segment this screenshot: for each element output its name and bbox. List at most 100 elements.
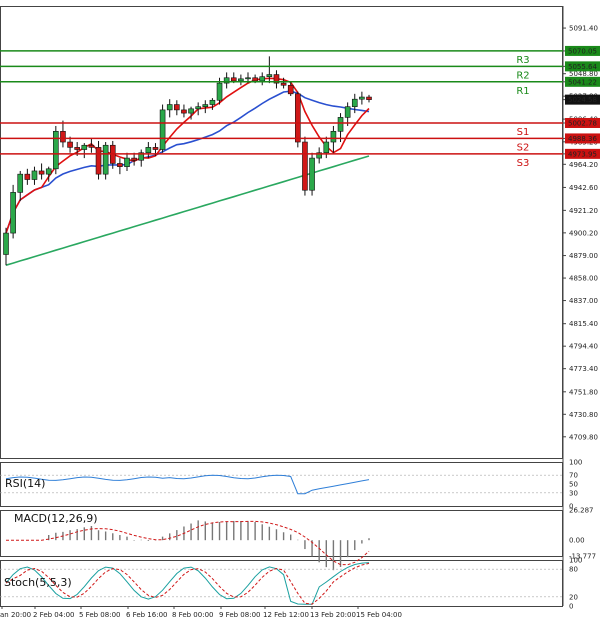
current-price-text: 5024.58 <box>568 96 597 104</box>
level-label-r2: R2 <box>516 70 529 81</box>
rsi-panel-title: RSI(14) <box>5 477 45 490</box>
level-label-s2: S2 <box>517 142 530 153</box>
rsi-tick-label: 50 <box>569 481 578 489</box>
candle-body <box>359 96 365 100</box>
price-tick-label: 4900.20 <box>569 229 598 237</box>
level-price-tag-text: 4988.36 <box>568 135 597 143</box>
price-tick-label: 4858.00 <box>569 275 598 283</box>
macd-tick-label: 26.287 <box>569 507 594 515</box>
candle-body <box>238 78 244 82</box>
rsi-tick-label: 70 <box>569 472 578 480</box>
rsi-tick-label: 100 <box>569 459 582 467</box>
time-tick-label: an 20:00 <box>0 611 31 619</box>
candle-body <box>159 109 166 150</box>
candle-body <box>124 157 130 167</box>
rsi-tick-label: 0 <box>569 503 573 511</box>
candle-body <box>188 108 194 114</box>
candle-body <box>102 144 109 175</box>
candle-body <box>337 117 344 132</box>
ma-mid-line <box>5 90 370 234</box>
time-tick-label: 9 Feb 08:00 <box>219 611 260 619</box>
level-price-tag <box>565 45 600 56</box>
price-tick-label: 5048.80 <box>569 70 598 78</box>
candle-body <box>152 147 159 150</box>
stoch-tick-label: 0 <box>569 603 573 611</box>
time-tick-label: 12 Feb 12:00 <box>263 611 309 619</box>
candle-body <box>366 96 372 100</box>
level-price-tag-text: 5070.05 <box>568 47 597 55</box>
rsi-line <box>5 474 370 495</box>
candle-body <box>174 104 180 111</box>
level-label-r3: R3 <box>516 55 529 66</box>
candle-body <box>81 144 88 150</box>
candle-body <box>10 192 16 234</box>
candle-body <box>17 173 24 193</box>
ma-slow-line <box>5 155 370 266</box>
candle-body <box>74 147 80 150</box>
candle-body <box>316 152 322 159</box>
price-tick-label: 4773.40 <box>569 365 598 373</box>
stoch-d-line <box>5 562 370 605</box>
candle-body <box>280 82 287 86</box>
candle-body <box>230 77 237 82</box>
candle-body <box>53 131 59 170</box>
time-tick-label: 8 Feb 00:00 <box>172 611 213 619</box>
candle-body <box>38 170 45 175</box>
rsi-tick-label: 30 <box>569 489 578 497</box>
macd-tick-label: -13.777 <box>569 553 596 561</box>
candle-body <box>195 106 201 110</box>
candle-body <box>88 144 95 148</box>
current-price-tag <box>565 94 600 105</box>
price-tick-label: 4879.00 <box>569 252 598 260</box>
candle-body <box>202 104 209 107</box>
time-tick-label: 6 Feb 16:00 <box>126 611 167 619</box>
candle-body <box>117 163 123 167</box>
candle-body <box>209 99 216 105</box>
level-price-tag-text: 4973.95 <box>568 150 597 158</box>
price-tick-label: 4942.60 <box>569 184 598 192</box>
candle-body <box>259 76 266 82</box>
level-label-s3: S3 <box>517 158 530 169</box>
candle-body <box>330 131 337 143</box>
macd-signal-line <box>6 520 370 566</box>
level-label-r1: R1 <box>516 86 529 97</box>
candle-body <box>344 106 351 118</box>
candle-body <box>60 131 66 143</box>
time-tick-label: 15 Feb 04:00 <box>356 611 402 619</box>
stoch-panel-frame <box>0 560 563 607</box>
candle-body <box>302 141 308 191</box>
candle-body <box>95 147 102 175</box>
candle-body <box>323 141 330 154</box>
ma-fast-line <box>5 77 370 234</box>
stoch-tick-label: 80 <box>569 566 578 574</box>
time-tick-label: 5 Feb 08:00 <box>79 611 120 619</box>
stoch-k-line <box>5 562 370 605</box>
level-price-tag-text: 5055.64 <box>568 63 597 71</box>
candle-body <box>216 82 223 101</box>
price-tick-label: 4709.80 <box>569 433 598 441</box>
candle-body <box>223 77 230 84</box>
candle-body <box>131 157 137 161</box>
price-tick-label: 4837.00 <box>569 297 598 305</box>
price-tick-label: 4815.40 <box>569 320 598 328</box>
level-price-tag <box>565 61 600 72</box>
price-tick-label: 4751.80 <box>569 388 598 396</box>
candle-body <box>138 152 145 161</box>
candle-body <box>273 74 280 84</box>
candle-body <box>166 104 173 111</box>
price-tick-label: 4964.20 <box>569 161 598 169</box>
candle-body <box>45 168 52 175</box>
price-tick-label: 4921.20 <box>569 207 598 215</box>
candle-body <box>295 93 301 143</box>
level-price-tag <box>565 148 600 159</box>
candle-body <box>351 98 358 107</box>
stoch-tick-label: 100 <box>569 557 582 565</box>
stoch-tick-label: 20 <box>569 593 578 601</box>
level-price-tag <box>565 76 600 87</box>
time-tick-label: 2 Feb 04:00 <box>33 611 74 619</box>
rsi-panel-frame <box>0 462 563 507</box>
price-tick-label: 5091.40 <box>569 25 598 33</box>
candle-body <box>309 157 315 191</box>
